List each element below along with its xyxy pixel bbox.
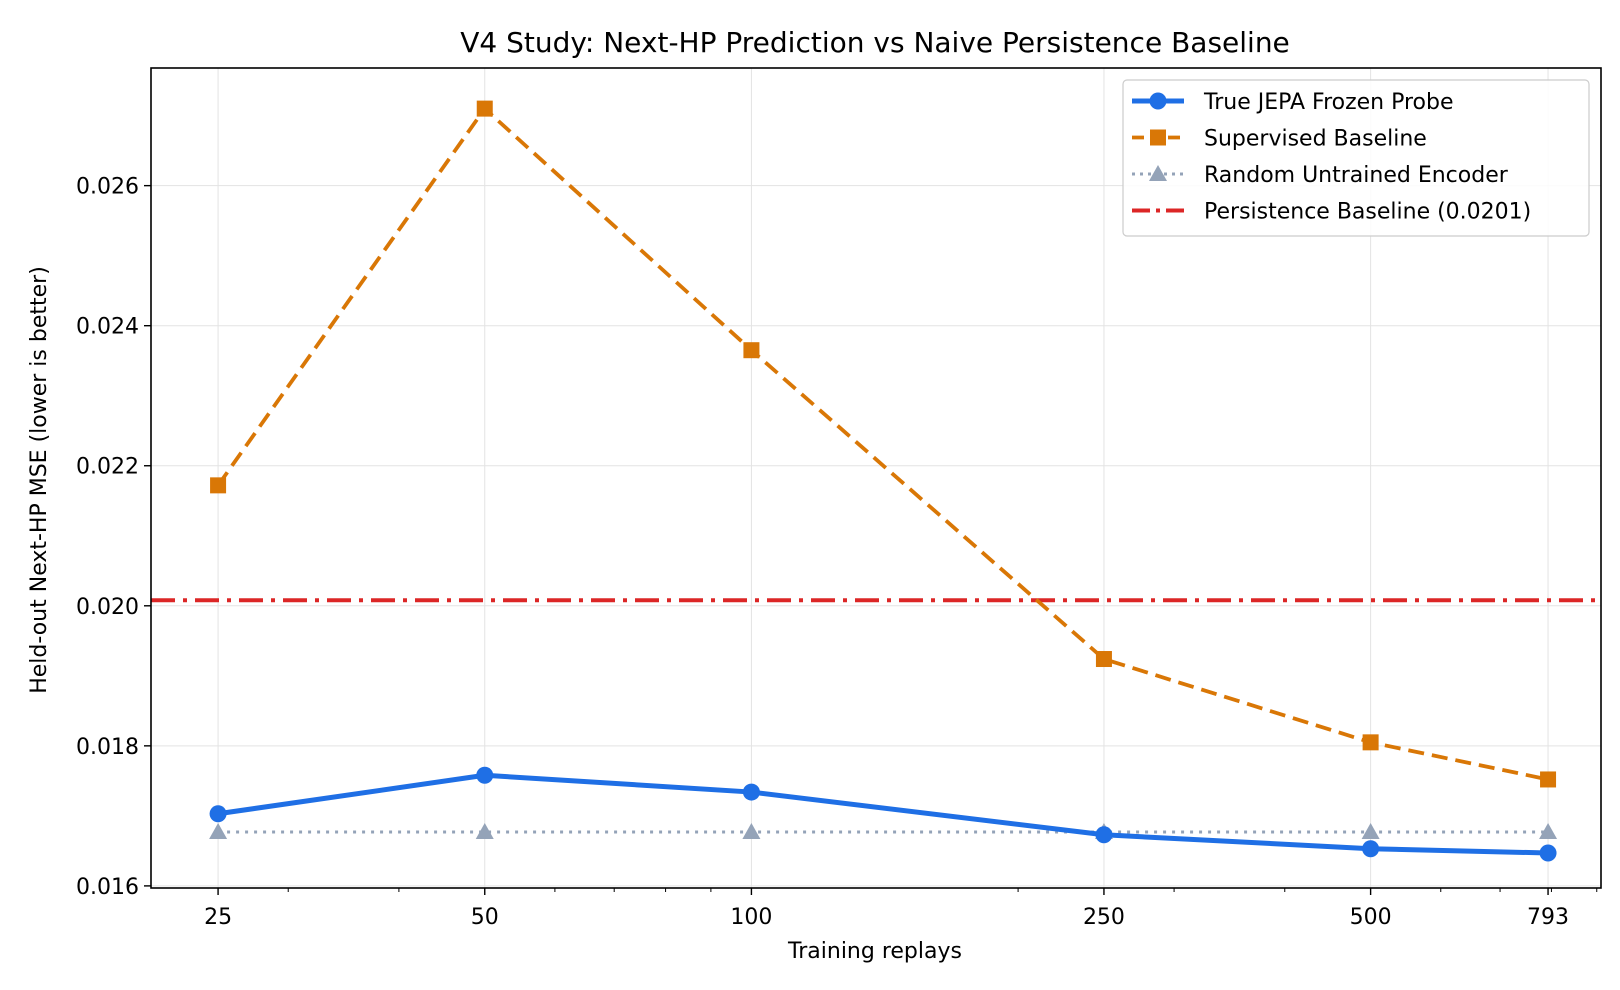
series-layer <box>209 100 1558 862</box>
x-tick-label: 50 <box>471 905 499 930</box>
x-tick-label: 500 <box>1350 905 1392 930</box>
data-point <box>210 477 227 494</box>
data-point <box>742 783 760 801</box>
data-point <box>1539 822 1558 839</box>
x-tick-label: 793 <box>1527 905 1569 930</box>
legend-marker <box>1149 92 1167 110</box>
legend-frame <box>1122 79 1590 237</box>
data-point <box>475 822 494 839</box>
y-tick-label: 0.022 <box>76 455 139 480</box>
series-1 <box>210 100 1557 788</box>
data-point <box>209 805 227 823</box>
legend-label: Random Untrained Encoder <box>1204 163 1509 188</box>
x-tick-label: 25 <box>204 905 232 930</box>
legend: True JEPA Frozen Probe Supervised Baselin… <box>1122 79 1590 237</box>
x-axis-title: Training replays <box>787 939 962 964</box>
legend-marker <box>1150 129 1166 146</box>
data-point <box>1095 826 1113 844</box>
x-tick-label: 250 <box>1083 905 1125 930</box>
legend-label: Persistence Baseline (0.0201) <box>1204 200 1531 225</box>
plot-frame <box>150 67 1602 889</box>
series-2 <box>209 822 1558 839</box>
data-point <box>476 766 494 784</box>
legend-entry-2: Random Untrained Encoder <box>1132 163 1509 188</box>
y-tick-label: 0.016 <box>76 875 139 900</box>
data-point <box>742 822 761 839</box>
legend-marker <box>1149 165 1167 181</box>
data-point <box>1540 771 1557 788</box>
legend-entry-0: True JEPA Frozen Probe <box>1132 90 1454 115</box>
series-line <box>216 106 1549 782</box>
legend-entry-3: Persistence Baseline (0.0201) <box>1132 200 1531 225</box>
data-point <box>1095 651 1112 668</box>
legend-entry-1: Supervised Baseline <box>1132 127 1427 152</box>
data-point <box>209 822 228 839</box>
series-0 <box>209 766 1557 862</box>
y-tick-label: 0.026 <box>76 175 139 200</box>
y-tick-label: 0.024 <box>76 315 139 340</box>
series-line <box>217 772 1549 856</box>
x-tick-label: 100 <box>730 905 772 930</box>
data-point <box>743 342 760 359</box>
y-axis-title: Held-out Next-HP MSE (lower is better) <box>27 266 52 694</box>
data-point <box>1361 822 1380 839</box>
legend-label: True JEPA Frozen Probe <box>1203 90 1454 115</box>
data-point <box>476 100 493 117</box>
y-tick-label: 0.018 <box>76 735 139 760</box>
axes: 0.016 0.018 0.020 0.022 0.024 0.026 25 50 100 250… <box>76 175 1598 930</box>
chart-title: V4 Study: Next-HP Prediction vs Naive Pe… <box>460 26 1290 59</box>
y-tick-label: 0.020 <box>76 595 139 620</box>
data-point <box>1539 844 1557 862</box>
legend-label: Supervised Baseline <box>1204 127 1427 152</box>
data-point <box>1362 840 1380 858</box>
data-point <box>1362 734 1379 751</box>
